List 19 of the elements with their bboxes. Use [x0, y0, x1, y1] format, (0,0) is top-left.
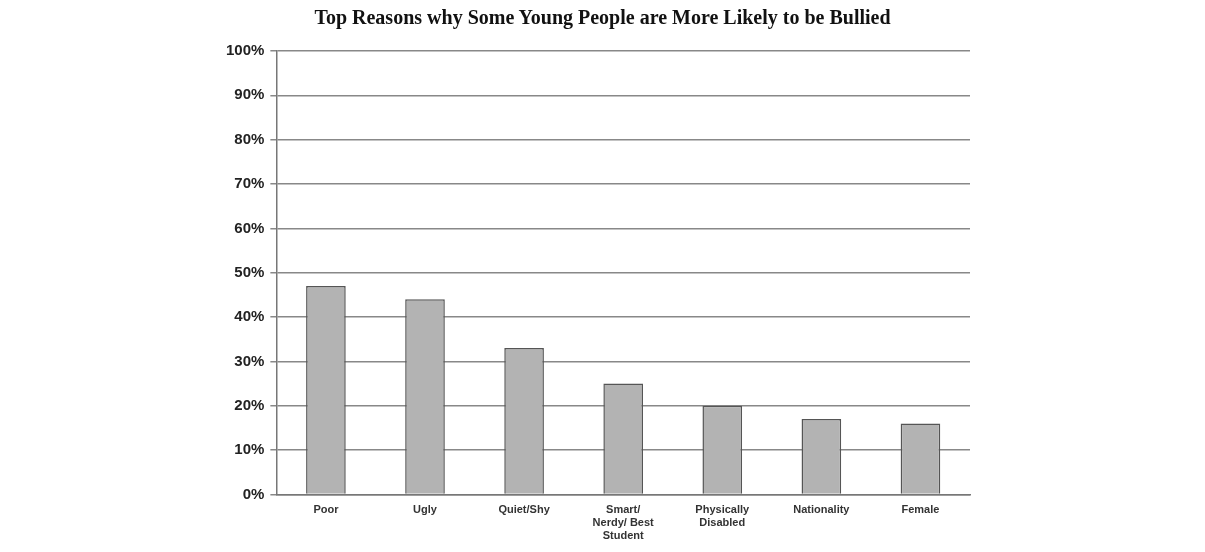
y-tick-label: 20% — [234, 395, 265, 413]
y-tick-label: 10% — [234, 440, 265, 458]
chart-title: Top Reasons why Some Young People are More Likely to be Bullied — [313, 6, 892, 29]
x-tick-label: Poor — [313, 503, 340, 516]
x-tick-label: Female — [901, 503, 940, 516]
x-tick-label: Physically Disabled — [695, 503, 751, 529]
x-tick-label: Ugly — [413, 503, 438, 516]
y-tick-label: 80% — [234, 129, 265, 147]
y-tick-label: 40% — [234, 307, 265, 325]
y-tick-label: 100% — [225, 41, 265, 59]
y-tick-label: 60% — [234, 218, 265, 236]
y-tick-label: 0% — [242, 484, 265, 502]
y-tick-label: 30% — [234, 351, 265, 369]
x-tick-label: Smart/ Nerdy/ Best Student — [592, 503, 655, 542]
y-tick-label: 70% — [234, 174, 265, 192]
y-tick-label: 90% — [234, 85, 265, 103]
x-tick-label: Quiet/Shy — [498, 503, 551, 516]
x-tick-label: Nationality — [793, 503, 851, 516]
y-tick-label: 50% — [234, 262, 265, 280]
